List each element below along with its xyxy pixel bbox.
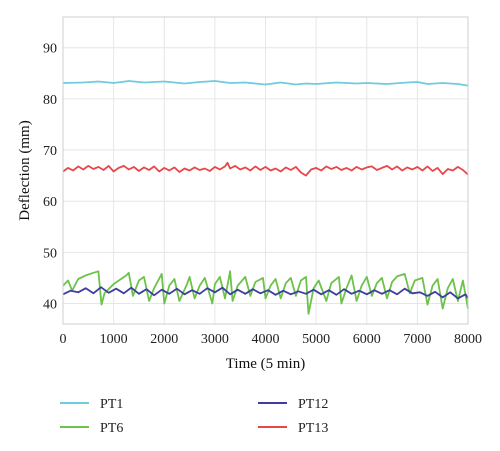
y-tick-label: 40	[43, 298, 57, 313]
legend-label-pt13: PT13	[298, 421, 328, 436]
y-tick-label: 70	[43, 144, 57, 159]
y-axis-ticks: 40 50 60 70 80 90	[43, 42, 57, 313]
x-tick-label: 1000	[100, 332, 128, 347]
x-tick-label: 8000	[454, 332, 482, 347]
x-tick-label: 5000	[302, 332, 330, 347]
y-tick-label: 50	[43, 246, 57, 261]
x-axis-label: Time (5 min)	[226, 356, 305, 372]
x-tick-label: 7000	[403, 332, 431, 347]
x-tick-label: 4000	[252, 332, 280, 347]
series-line-pt13	[62, 161, 469, 177]
legend-label-pt12: PT12	[298, 397, 328, 412]
plot-border	[62, 16, 469, 325]
y-tick-label: 80	[43, 93, 57, 108]
legend-label-pt1: PT1	[100, 397, 123, 412]
x-tick-label: 6000	[353, 332, 381, 347]
y-tick-label: 90	[43, 42, 57, 57]
x-tick-label: 0	[60, 332, 67, 347]
series-line-pt12	[62, 286, 469, 300]
legend-label-pt6: PT6	[100, 421, 123, 436]
series-line-pt1	[62, 80, 469, 87]
series-line-pt6	[62, 270, 469, 315]
y-tick-label: 60	[43, 195, 57, 210]
x-axis-ticks: 0 1000 2000 3000 4000 5000 6000 7000 8000	[60, 332, 483, 347]
y-axis-label: Deflection (mm)	[17, 120, 33, 220]
x-tick-label: 2000	[150, 332, 178, 347]
series-lines	[62, 80, 469, 315]
x-tick-label: 3000	[201, 332, 229, 347]
legend: PT1 PT6 PT12 PT13	[60, 397, 328, 436]
